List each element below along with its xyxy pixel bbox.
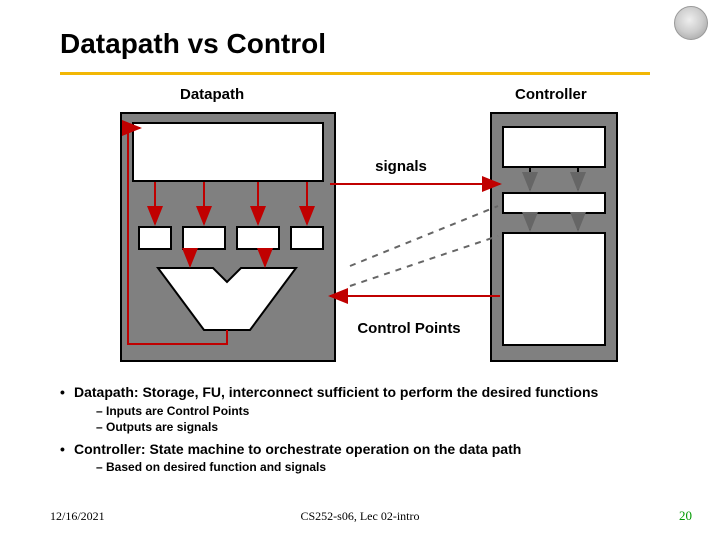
slide-title: Datapath vs Control [60, 28, 326, 60]
register-2 [182, 226, 226, 250]
title-underline [60, 72, 650, 75]
bullet-datapath-sub2: – Outputs are signals [96, 420, 660, 435]
bullet-list: •Datapath: Storage, FU, interconnect suf… [60, 384, 660, 476]
footer-page-number: 20 [679, 508, 692, 524]
controller-mid-unit [502, 192, 606, 214]
footer-center: CS252-s06, Lec 02-intro [0, 509, 720, 524]
register-3 [236, 226, 280, 250]
signals-label: signals [356, 158, 446, 175]
bullet-datapath: •Datapath: Storage, FU, interconnect suf… [60, 384, 660, 402]
datapath-label: Datapath [180, 86, 244, 103]
register-1 [138, 226, 172, 250]
control-points-label: Control Points [344, 320, 474, 337]
bullet-datapath-text: Datapath: Storage, FU, interconnect suff… [74, 384, 598, 400]
bullet-datapath-sub1: – Inputs are Control Points [96, 404, 660, 419]
controller-label: Controller [515, 86, 587, 103]
controller-state-unit [502, 232, 606, 346]
bullet-controller-sub1: – Based on desired function and signals [96, 460, 660, 475]
register-4 [290, 226, 324, 250]
diagram-area: Datapath Controller signals Control Poin… [120, 86, 618, 366]
bullet-controller-text: Controller: State machine to orchestrate… [74, 441, 521, 457]
university-seal-icon [674, 6, 708, 40]
bullet-controller: •Controller: State machine to orchestrat… [60, 441, 660, 459]
controller-top-unit [502, 126, 606, 168]
datapath-top-unit [132, 122, 324, 182]
